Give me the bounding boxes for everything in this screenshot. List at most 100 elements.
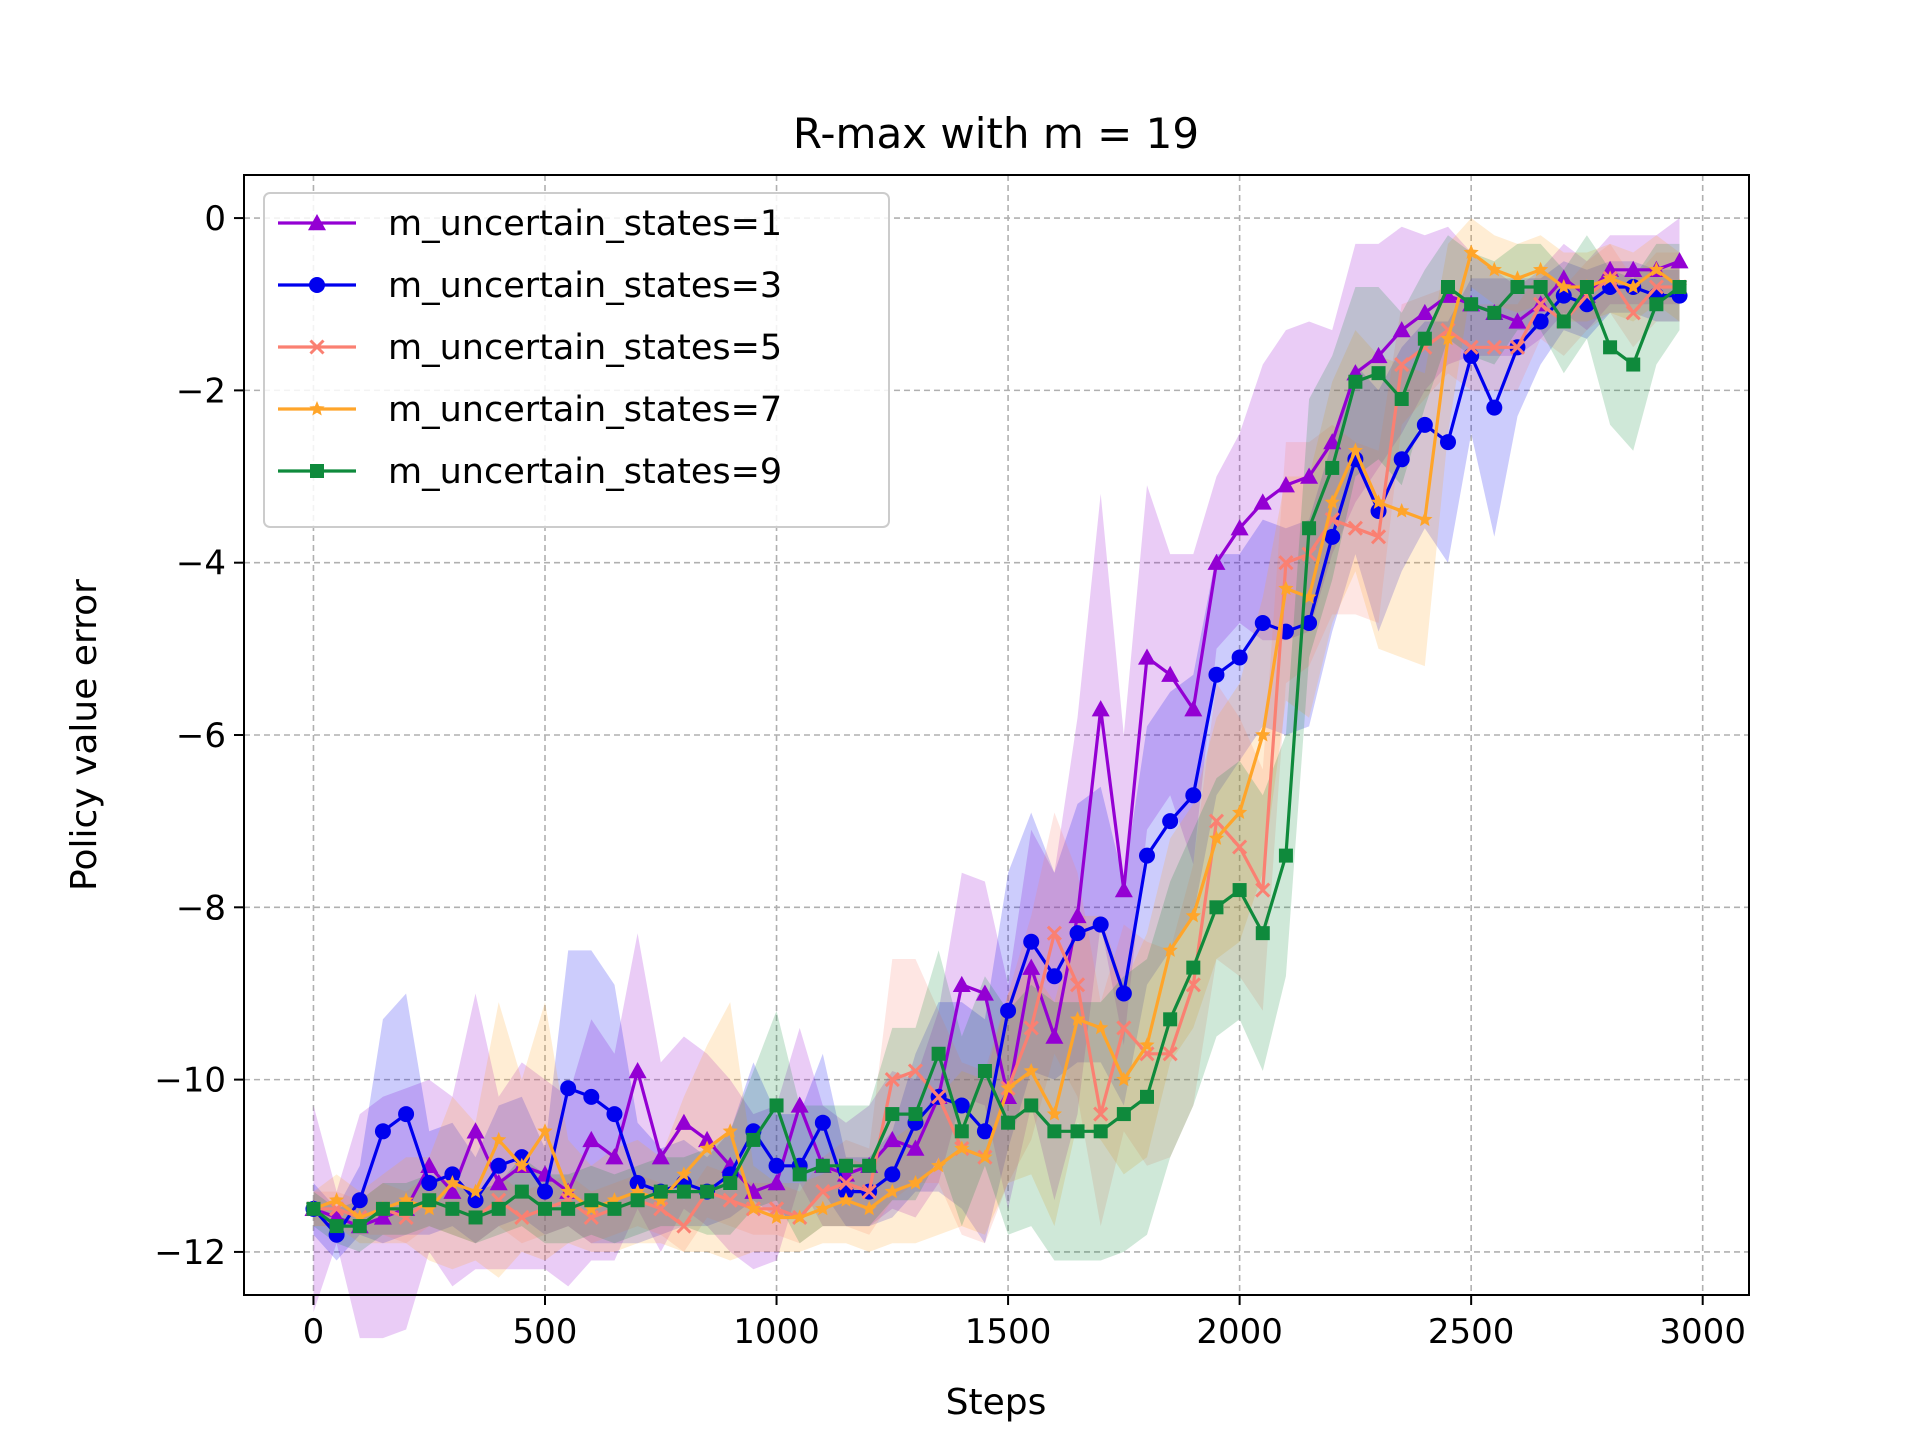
series-1-point-40 (1231, 649, 1248, 666)
series-0-point-37 (1161, 665, 1180, 682)
series-1-point-41 (1254, 615, 1271, 631)
series-3-point-54 (1556, 279, 1572, 294)
series-2-point-18 (722, 1192, 738, 1208)
series-1-point-8 (490, 1157, 507, 1174)
series-4-point-27 (931, 1046, 946, 1061)
series-2-point-58 (1648, 279, 1664, 295)
y-tick-label-2: −4 (176, 544, 226, 584)
series-0-point-33 (1068, 906, 1087, 924)
series-3-point-36 (1139, 1037, 1155, 1052)
series-4-point-5 (422, 1193, 437, 1208)
series-4-point-58 (1649, 297, 1664, 312)
series-4-point-6 (445, 1201, 460, 1216)
legend-item-4: m_uncertain_states=9 (278, 452, 782, 492)
series-band-1 (313, 261, 1680, 1261)
series-0-point-41 (1253, 493, 1272, 510)
series-0-point-14 (628, 1062, 647, 1079)
series-4-point-42 (1278, 848, 1293, 863)
series-2-point-24 (861, 1184, 877, 1200)
series-4-point-39 (1209, 900, 1224, 915)
series-3-point-7 (467, 1183, 484, 1199)
series-0-point-25 (883, 1130, 902, 1148)
series-3-point-25 (884, 1183, 900, 1199)
legend-label-3: m_uncertain_states=7 (388, 390, 782, 430)
series-0-point-32 (1045, 1027, 1064, 1044)
series-1-point-48 (1416, 416, 1433, 433)
series-1-point-43 (1301, 615, 1318, 631)
series-3-point-12 (583, 1200, 599, 1216)
series-3-point-22 (815, 1200, 831, 1216)
series-3-point-32 (1046, 1106, 1062, 1121)
legend-swatch-marker-2 (309, 339, 325, 355)
series-0-point-8 (489, 1174, 508, 1191)
series-2-point-35 (1116, 1020, 1132, 1036)
series-3-point-49 (1440, 330, 1456, 346)
series-2-point-33 (1069, 977, 1086, 993)
series-4-point-26 (908, 1107, 923, 1122)
series-3-point-39 (1208, 830, 1225, 845)
series-3-point-38 (1185, 907, 1201, 923)
series-1-point-22 (814, 1114, 831, 1131)
series-4-point-13 (607, 1201, 622, 1216)
series-1-point-53 (1532, 313, 1549, 330)
series-3-point-23 (838, 1192, 854, 1207)
series-0-point-54 (1554, 269, 1573, 286)
legend-item-0: m_uncertain_states=1 (278, 204, 782, 244)
series-3-point-58 (1648, 261, 1664, 277)
series-4-point-20 (769, 1098, 784, 1113)
series-1-point-32 (1046, 968, 1063, 985)
y-axis-label: Policy value error (64, 579, 105, 891)
series-0-point-42 (1276, 476, 1295, 493)
series-2-point-40 (1232, 839, 1248, 855)
series-3-point-44 (1324, 494, 1340, 509)
legend-label-2: m_uncertain_states=5 (388, 328, 782, 368)
series-4-point-47 (1394, 392, 1409, 406)
series-3-point-33 (1069, 1011, 1086, 1026)
series-3-point-50 (1463, 244, 1479, 259)
series-0-point-48 (1415, 303, 1434, 321)
series-3-point-35 (1116, 1071, 1132, 1087)
series-4-point-3 (375, 1201, 390, 1216)
chart-title: R-max with m = 19 (793, 109, 1199, 158)
series-4-point-54 (1556, 314, 1571, 329)
series-4-point-46 (1371, 366, 1386, 381)
series-4-point-55 (1579, 280, 1594, 294)
series-1-point-12 (583, 1088, 600, 1105)
series-4-point-22 (815, 1158, 830, 1173)
series-4-point-48 (1417, 331, 1432, 346)
series-4-point-8 (491, 1201, 506, 1216)
series-1-point-28 (953, 1097, 970, 1114)
series-3-point-51 (1486, 261, 1502, 277)
series-3-point-40 (1232, 804, 1248, 819)
y-tick-label-0: 0 (204, 199, 226, 239)
series-0-point-57 (1624, 260, 1643, 277)
series-0-point-35 (1114, 881, 1133, 898)
series-2-point-42 (1278, 555, 1294, 571)
legend-label-4: m_uncertain_states=9 (388, 452, 782, 492)
series-4-point-31 (1024, 1098, 1039, 1113)
series-1-point-20 (768, 1157, 785, 1174)
series-3-point-46 (1370, 494, 1387, 509)
series-4-point-21 (792, 1167, 807, 1182)
legend-label-0: m_uncertain_states=1 (388, 204, 782, 244)
y-tick-label-1: −2 (176, 371, 226, 411)
series-1-point-35 (1115, 985, 1132, 1002)
series-3-point-27 (931, 1157, 947, 1173)
series-4-point-15 (653, 1184, 668, 1199)
legend-swatch-marker-4 (310, 464, 324, 478)
legend-swatch-marker-1 (309, 277, 325, 293)
series-2-point-47 (1394, 356, 1410, 373)
series-2-point-27 (931, 1089, 947, 1105)
grid (244, 175, 1749, 1295)
series-0-point-31 (1022, 958, 1041, 975)
series-1-point-34 (1092, 916, 1109, 933)
series-2-point-15 (653, 1201, 669, 1217)
series-3-point-34 (1093, 1019, 1109, 1035)
series-0-point-52 (1508, 312, 1527, 329)
series-4-point-7 (468, 1210, 483, 1225)
series-3-point-45 (1347, 442, 1363, 458)
series-1-point-11 (560, 1080, 577, 1097)
series-1-point-3 (374, 1123, 391, 1140)
series-4-point-30 (1001, 1115, 1016, 1130)
series-4-point-32 (1047, 1124, 1062, 1139)
